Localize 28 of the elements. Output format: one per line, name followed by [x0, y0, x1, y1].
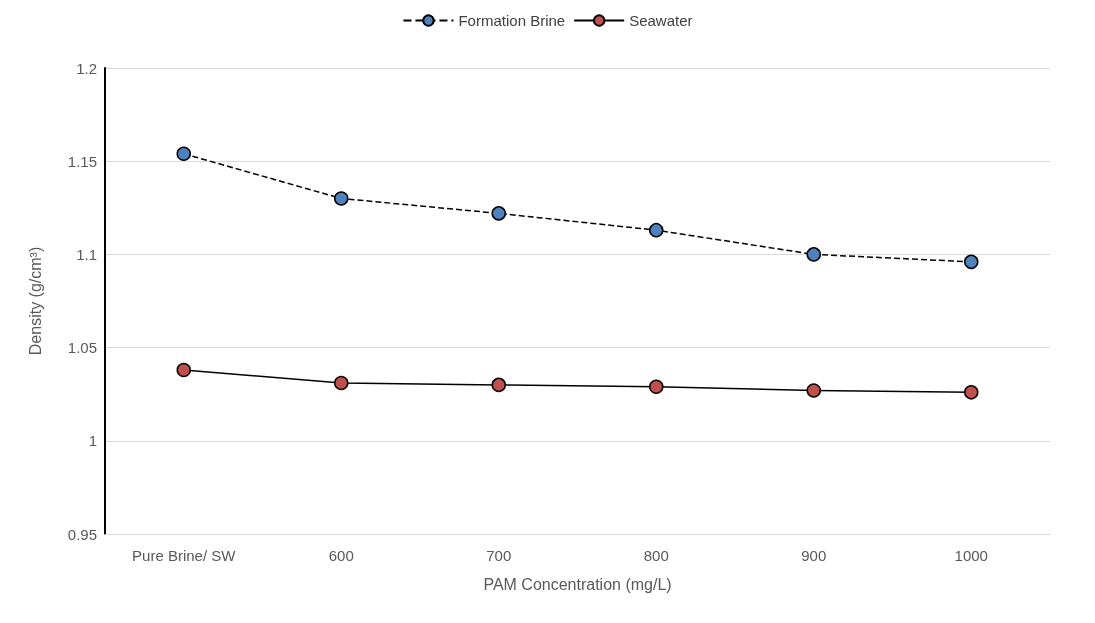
x-tick-label: 600	[328, 547, 354, 564]
y-tick-label: 1.05	[67, 339, 97, 357]
x-tick-label: 900	[801, 547, 827, 564]
x-axis-title: PAM Concentration (mg/L)	[483, 575, 672, 593]
x-tick-label: 700	[486, 547, 512, 564]
point	[334, 191, 349, 206]
legend-label: Seawater	[629, 12, 693, 29]
y-axis-title: Density (g/cm³)	[26, 246, 44, 356]
x-tick-label: 1000	[954, 547, 988, 564]
point	[491, 206, 506, 221]
point	[964, 254, 979, 270]
x-tick-label: Pure Brine/ SW	[132, 547, 237, 564]
y-tick-label: 1	[88, 432, 97, 450]
y-tick-label: 1.2	[76, 59, 97, 77]
point	[806, 247, 821, 262]
y-tick-label: 1.15	[67, 152, 97, 170]
y-tick-label: 0.95	[67, 525, 97, 543]
legend-label: Formation Brine	[458, 12, 566, 29]
y-tick-label: 1.1	[76, 245, 97, 263]
point	[806, 383, 821, 398]
point	[491, 377, 506, 393]
point	[176, 146, 191, 161]
point	[649, 379, 664, 394]
point	[334, 375, 349, 391]
x-tick-label: 800	[643, 547, 669, 564]
point	[649, 222, 664, 238]
point	[964, 385, 979, 400]
point	[176, 362, 191, 378]
